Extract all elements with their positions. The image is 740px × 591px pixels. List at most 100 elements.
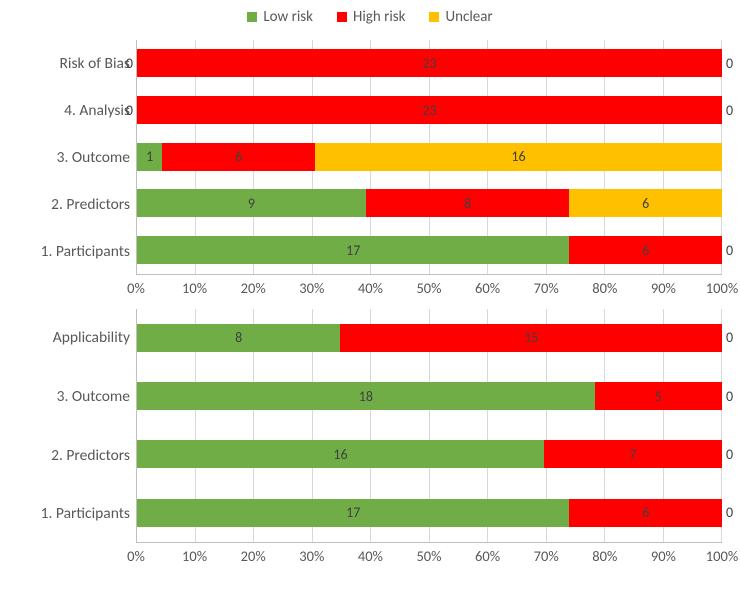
page-root: { "colors": { "low_risk": "#70ad47", "hi…	[0, 0, 740, 591]
stacked-bar: 1616	[137, 143, 722, 171]
x-axis-tick-label: 80%	[592, 279, 617, 297]
legend-item-high-risk: High risk	[337, 8, 405, 26]
data-label: 8	[235, 329, 242, 346]
legend-swatch-icon	[429, 12, 439, 22]
bar-segment-high: 23	[137, 96, 722, 124]
stacked-bar: 1760	[137, 236, 722, 264]
bar-area: 0230023016169861760	[136, 40, 722, 275]
data-label: 17	[346, 242, 360, 259]
x-axis-tick-label: 70%	[534, 279, 559, 297]
x-axis-tick-label: 100%	[706, 547, 738, 565]
data-label: 0	[726, 388, 733, 405]
stacked-bar: 8150	[137, 324, 722, 352]
x-axis-tick-label: 20%	[241, 547, 266, 565]
y-axis-label: 1. Participants	[18, 242, 136, 261]
x-axis-tick-label: 40%	[358, 547, 383, 565]
legend-label: High risk	[353, 8, 405, 26]
x-axis-tick-label: 20%	[241, 279, 266, 297]
x-axis-tick-label: 60%	[475, 279, 500, 297]
bar-segment-high: 6	[162, 143, 315, 171]
stacked-bar: 9 8 6	[137, 189, 722, 217]
stacked-bar: 1760	[137, 499, 722, 527]
bar-segment-low: 8	[137, 324, 340, 352]
data-label: 16	[511, 148, 525, 165]
y-axis-label: 2. Predictors	[18, 446, 136, 465]
stacked-bar: 0230	[137, 96, 722, 124]
stacked-bar: 1670	[137, 440, 722, 468]
bar-segment-unclear: 16	[315, 143, 722, 171]
x-axis-tick-label: 30%	[299, 547, 324, 565]
bar-segment-unclear: 6	[569, 189, 722, 217]
data-label: 0	[726, 446, 733, 463]
legend-label: Low risk	[263, 8, 313, 26]
bar-segment-high: 15	[340, 324, 722, 352]
y-axis-label: 2. Predictors	[18, 195, 136, 214]
x-axis-tick-label: 40%	[358, 279, 383, 297]
data-label: 23	[422, 102, 436, 119]
bar-segment-low: 9	[137, 189, 366, 217]
bar-segment-low: 18	[137, 382, 595, 410]
data-label: 0	[726, 329, 733, 346]
y-axis-label: Risk of Bias	[18, 54, 136, 73]
y-axis-label: Applicability	[18, 328, 136, 347]
bar-segment-low: 16	[137, 440, 544, 468]
x-axis-tick-label: 80%	[592, 547, 617, 565]
data-label: 6	[642, 195, 649, 212]
bar-segment-high: 6	[569, 236, 722, 264]
legend-swatch-icon	[337, 12, 347, 22]
data-label: 5	[655, 388, 662, 405]
legend-swatch-icon	[247, 12, 257, 22]
y-axis-label: 4. Analysis	[18, 101, 136, 120]
data-label: 17	[346, 504, 360, 521]
bar-segment-low: 17	[137, 236, 569, 264]
x-axis-tick-label: 50%	[416, 279, 441, 297]
data-label: 16	[333, 446, 347, 463]
bar-segment-low: 17	[137, 499, 569, 527]
stacked-bar: 1850	[137, 382, 722, 410]
x-axis-tick-label: 90%	[651, 547, 676, 565]
bar-area: 8150185016701760	[136, 309, 722, 544]
plot-area: Risk of Bias 4. Analysis 3. Outcome 2. Pred…	[18, 40, 722, 275]
bar-segment-high: 6	[569, 499, 722, 527]
data-label: 8	[464, 195, 471, 212]
applicability-chart: Applicability 3. Outcome 2. Predictors 1. P…	[18, 309, 722, 568]
data-label: 6	[235, 148, 242, 165]
data-label: 6	[642, 504, 649, 521]
y-axis-labels: Applicability 3. Outcome 2. Predictors 1. P…	[18, 309, 136, 544]
x-axis-tick-label: 60%	[475, 547, 500, 565]
x-axis-tick-label: 10%	[182, 547, 207, 565]
x-axis-tick-label: 70%	[534, 547, 559, 565]
y-axis-label: 3. Outcome	[18, 148, 136, 167]
data-label: 7	[629, 446, 636, 463]
bar-segment-high: 7	[544, 440, 722, 468]
y-axis-label: 1. Participants	[18, 504, 136, 523]
data-label: 1	[146, 148, 153, 165]
x-axis-tick-label: 90%	[651, 279, 676, 297]
bars-container: 0230023016169861760	[137, 40, 722, 274]
legend-item-low-risk: Low risk	[247, 8, 313, 26]
data-label: 6	[642, 242, 649, 259]
data-label: 0	[726, 504, 733, 521]
bar-segment-high: 8	[366, 189, 569, 217]
data-label: 23	[422, 55, 436, 72]
data-label: 15	[524, 329, 538, 346]
bar-segment-high: 23	[137, 49, 722, 77]
data-label: 0	[726, 55, 733, 72]
x-axis: 0%10%20%30%40%50%60%70%80%90%100%	[136, 547, 722, 567]
x-axis-tick-label: 100%	[706, 279, 738, 297]
y-axis-labels: Risk of Bias 4. Analysis 3. Outcome 2. Pred…	[18, 40, 136, 275]
bar-segment-high: 5	[595, 382, 722, 410]
x-axis: 0%10%20%30%40%50%60%70%80%90%100%	[136, 279, 722, 299]
data-label: 0	[126, 102, 133, 119]
data-label: 9	[248, 195, 255, 212]
data-label: 0	[726, 242, 733, 259]
bars-container: 8150185016701760	[137, 309, 722, 543]
data-label: 0	[726, 102, 733, 119]
stacked-bar: 0230	[137, 49, 722, 77]
x-axis-tick-label: 10%	[182, 279, 207, 297]
risk-of-bias-chart: Risk of Bias 4. Analysis 3. Outcome 2. Pred…	[18, 40, 722, 299]
x-axis-tick-label: 0%	[127, 547, 145, 565]
legend-item-unclear: Unclear	[429, 8, 492, 26]
legend: Low risk High risk Unclear	[18, 8, 722, 26]
y-axis-label: 3. Outcome	[18, 387, 136, 406]
